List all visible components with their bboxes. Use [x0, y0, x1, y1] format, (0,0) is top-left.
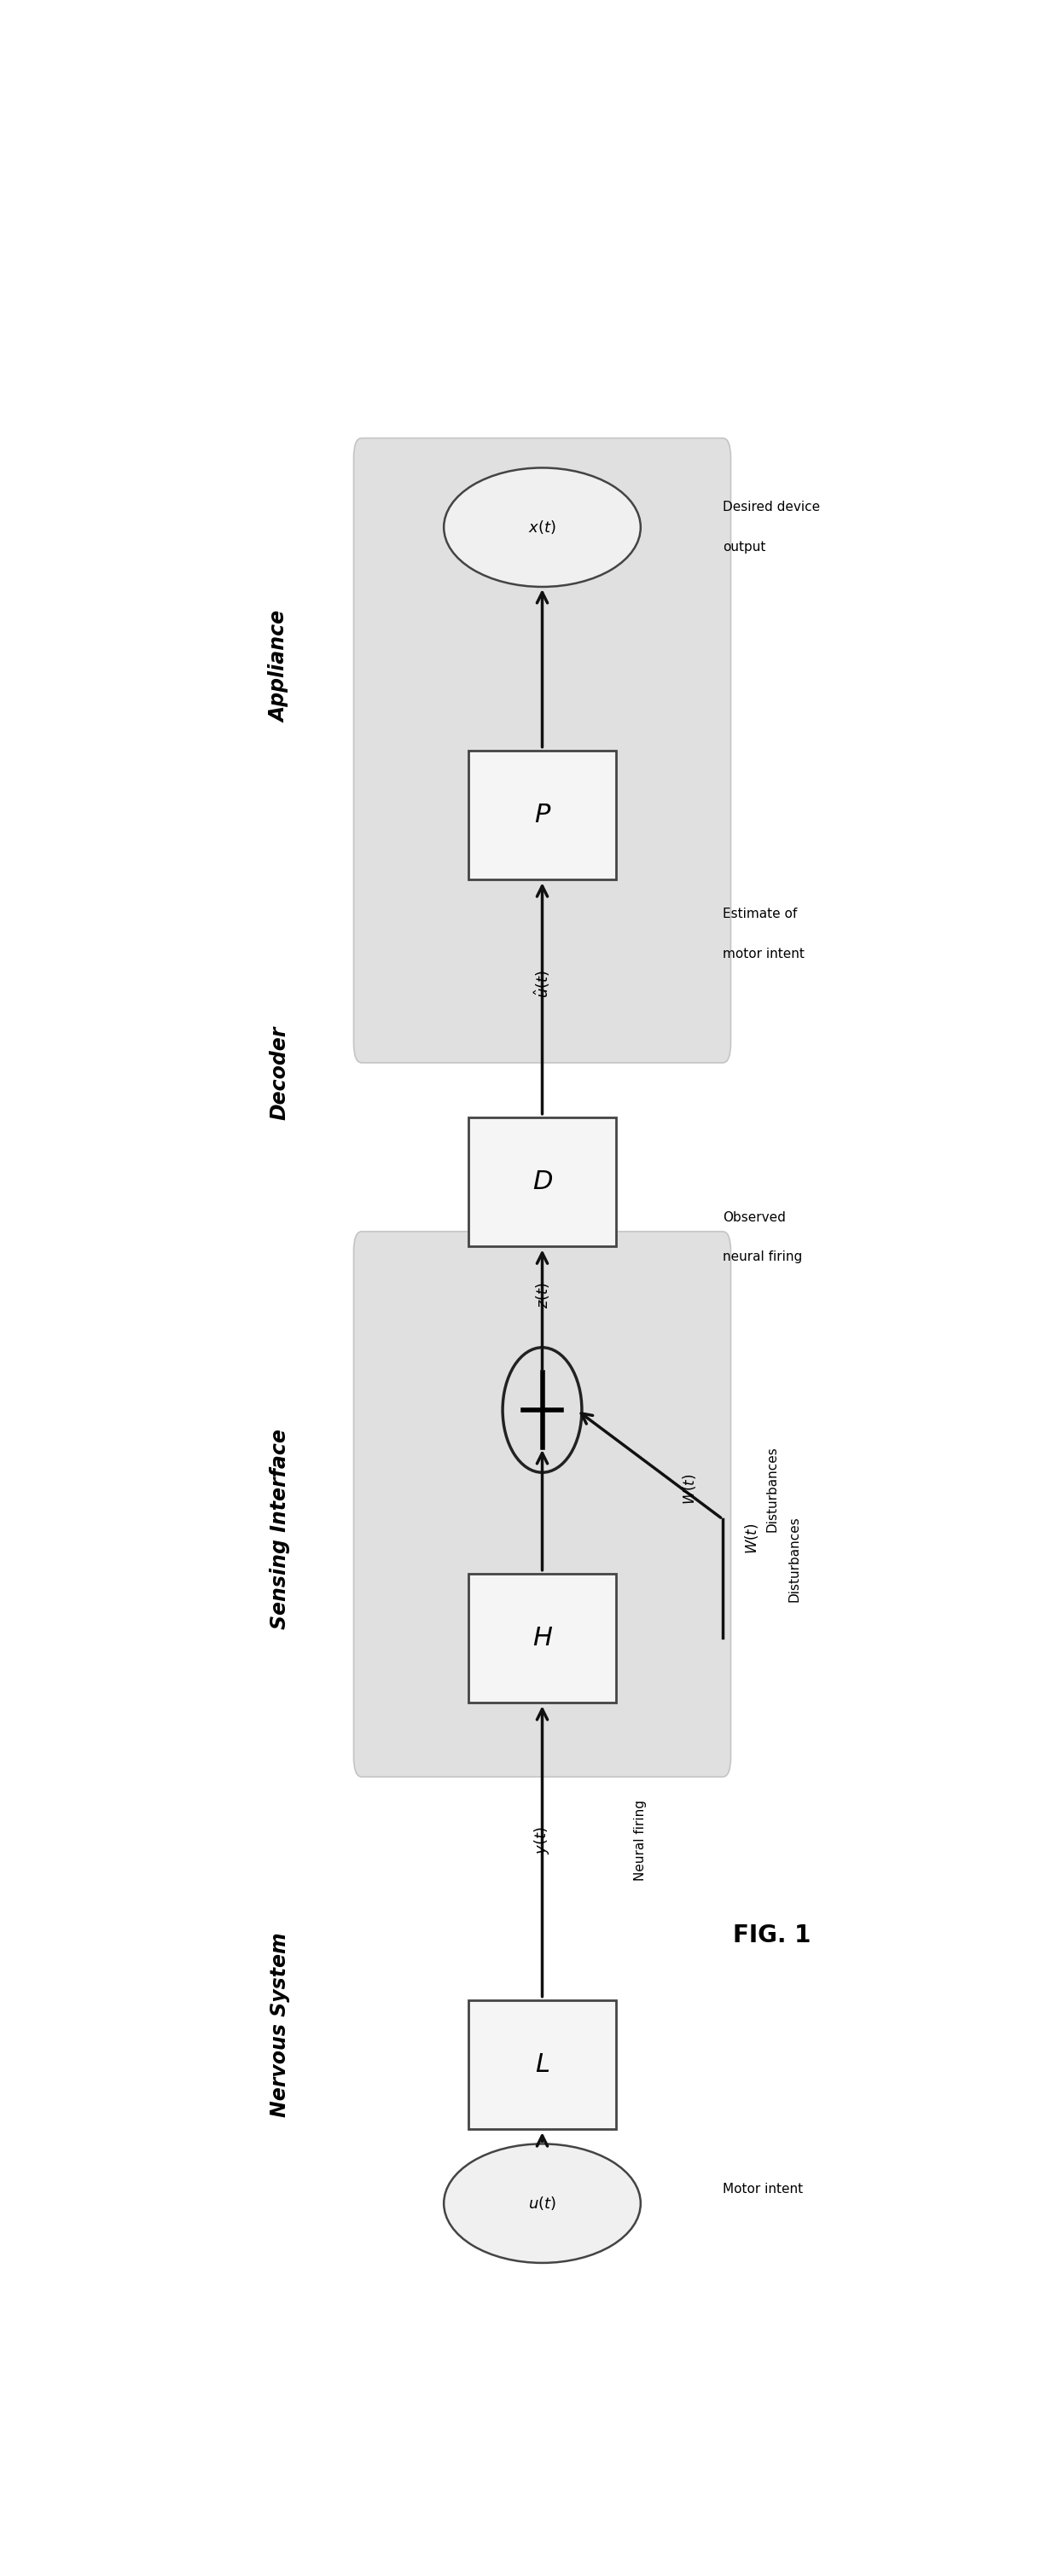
Text: Appliance: Appliance [270, 611, 290, 721]
FancyBboxPatch shape [353, 1231, 731, 1777]
Text: L: L [535, 2053, 549, 2076]
Text: $y(t)$: $y(t)$ [533, 1826, 551, 1855]
Text: Desired device: Desired device [723, 502, 820, 513]
Text: Disturbances: Disturbances [788, 1515, 801, 1602]
Text: Nervous System: Nervous System [270, 1932, 290, 2117]
Ellipse shape [444, 469, 640, 587]
Text: $z(t)$: $z(t)$ [533, 1283, 551, 1309]
Text: $x(t)$: $x(t)$ [528, 518, 557, 536]
Text: Motor intent: Motor intent [723, 2182, 803, 2195]
Text: $W(t)$: $W(t)$ [681, 1473, 698, 1504]
Text: Sensing Interface: Sensing Interface [270, 1430, 290, 1628]
FancyBboxPatch shape [469, 1118, 616, 1247]
Text: Decoder: Decoder [270, 1025, 290, 1121]
FancyBboxPatch shape [469, 1999, 616, 2128]
Text: $u(t)$: $u(t)$ [528, 2195, 557, 2213]
Text: motor intent: motor intent [723, 948, 804, 961]
Text: P: P [534, 804, 550, 827]
Ellipse shape [444, 2143, 640, 2262]
Ellipse shape [503, 1347, 582, 1473]
FancyBboxPatch shape [353, 438, 731, 1064]
Text: Disturbances: Disturbances [765, 1445, 779, 1533]
Text: output: output [723, 541, 766, 554]
Text: $W(t)$: $W(t)$ [743, 1522, 761, 1553]
Text: Observed: Observed [723, 1211, 786, 1224]
Text: Neural firing: Neural firing [634, 1801, 647, 1880]
Text: $\hat{u}(t)$: $\hat{u}(t)$ [532, 969, 552, 997]
Text: Estimate of: Estimate of [723, 907, 797, 920]
Text: FIG. 1: FIG. 1 [733, 1924, 810, 1947]
FancyBboxPatch shape [469, 750, 616, 878]
Text: H: H [532, 1625, 552, 1651]
Text: neural firing: neural firing [723, 1252, 802, 1265]
FancyBboxPatch shape [469, 1574, 616, 1703]
Text: D: D [532, 1170, 552, 1195]
